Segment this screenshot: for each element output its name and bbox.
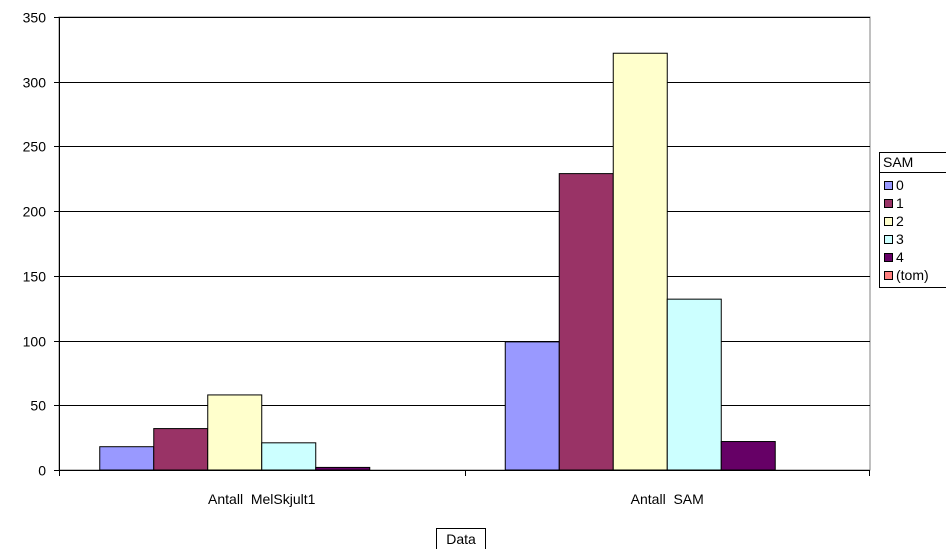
bar-series-2-1[interactable] <box>612 52 668 471</box>
legend-label: 4 <box>896 249 904 265</box>
x-tick-label: Antall MelSkjult1 <box>208 491 316 507</box>
legend-swatch <box>884 216 893 226</box>
bar-series-3-0[interactable] <box>261 442 317 471</box>
legend-label: 2 <box>896 213 904 229</box>
y-tick-label: 200 <box>23 204 47 220</box>
legend-title: SAM <box>880 153 946 173</box>
legend-swatch <box>884 234 893 244</box>
legend[interactable]: SAM 0 1 2 3 4 (tom) <box>879 152 946 288</box>
legend-label: 3 <box>896 231 904 247</box>
legend-swatch <box>884 180 893 190</box>
bar-series-0-0[interactable] <box>99 446 155 471</box>
y-tick-label: 50 <box>30 398 46 414</box>
bar-series-1-1[interactable] <box>558 173 614 471</box>
y-tick-label: 350 <box>23 10 47 26</box>
legend-item[interactable]: 0 <box>884 176 946 194</box>
legend-item[interactable]: 4 <box>884 248 946 266</box>
x-tick-labels: Antall MelSkjult1 Antall SAM <box>208 491 704 507</box>
legend-label: 1 <box>896 195 904 211</box>
bar-series-4-1[interactable] <box>720 441 776 471</box>
axes <box>54 17 870 476</box>
legend-item[interactable]: 3 <box>884 230 946 248</box>
y-tick-label: 300 <box>23 75 47 91</box>
bar-series-4-0[interactable] <box>315 466 371 471</box>
bar-series-1-0[interactable] <box>153 428 209 471</box>
y-tick-labels: 0 50 100 150 200 250 300 350 <box>23 10 47 479</box>
bar-series-2-0[interactable] <box>207 394 263 471</box>
legend-label: 0 <box>896 177 904 193</box>
data-field-button[interactable]: Data <box>436 528 486 549</box>
x-tick-label: Antall SAM <box>631 491 704 507</box>
legend-swatch <box>884 252 893 262</box>
y-tick-label: 250 <box>23 139 47 155</box>
legend-label: (tom) <box>896 267 929 283</box>
y-tick-label: 150 <box>23 269 47 285</box>
legend-swatch <box>884 270 893 280</box>
bar-series-0-1[interactable] <box>504 341 560 471</box>
bar-series-3-1[interactable] <box>666 298 722 471</box>
gridlines <box>58 16 871 471</box>
legend-item[interactable]: 1 <box>884 194 946 212</box>
y-tick-label: 0 <box>38 463 46 479</box>
plot-area <box>58 16 871 471</box>
legend-item[interactable]: (tom) <box>884 266 946 284</box>
legend-item[interactable]: 2 <box>884 212 946 230</box>
legend-swatch <box>884 198 893 208</box>
legend-items: 0 1 2 3 4 (tom) <box>880 173 946 287</box>
y-tick-label: 100 <box>23 334 47 350</box>
